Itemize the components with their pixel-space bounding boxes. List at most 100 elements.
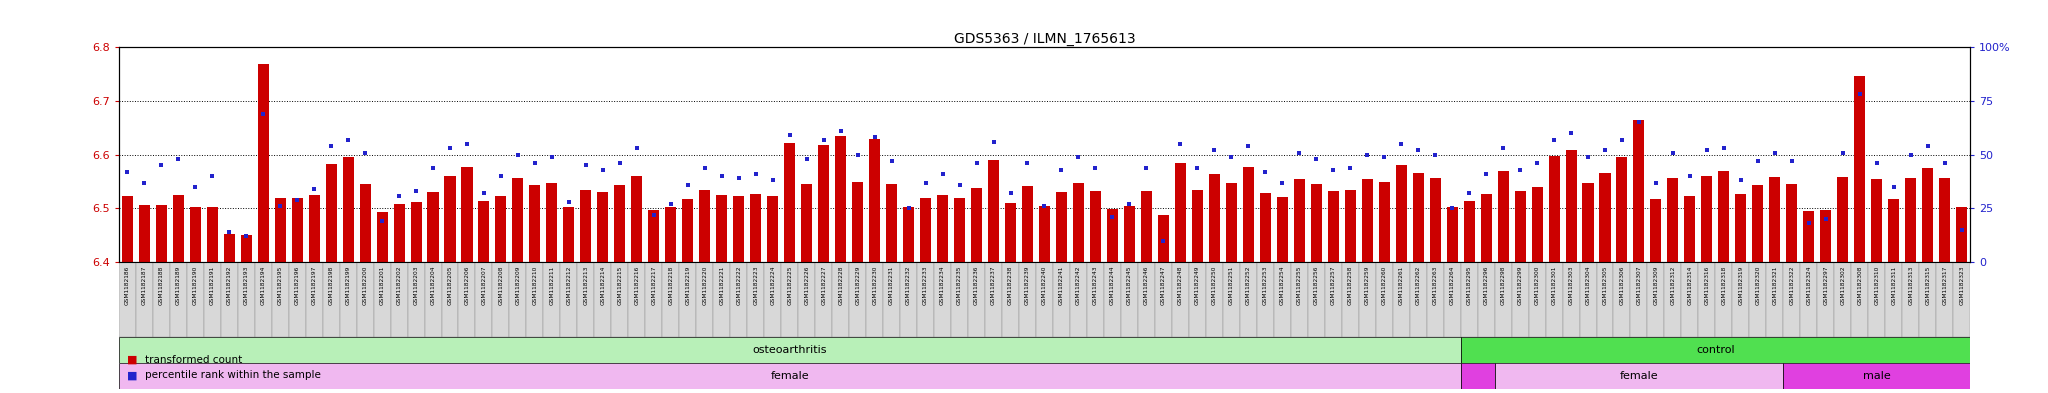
Bar: [309, 195, 319, 262]
Bar: [1290, 262, 1309, 338]
Text: GSM1182244: GSM1182244: [1110, 266, 1114, 305]
Text: GSM1182262: GSM1182262: [1415, 266, 1421, 305]
Text: GSM1182192: GSM1182192: [227, 266, 231, 305]
Point: [485, 173, 518, 179]
Bar: [1260, 193, 1272, 262]
Bar: [377, 212, 387, 262]
Bar: [1546, 262, 1563, 338]
Bar: [1362, 179, 1372, 262]
Bar: [1341, 262, 1358, 338]
Point: [1436, 205, 1468, 211]
Point: [1538, 136, 1571, 143]
Bar: [1427, 262, 1444, 338]
Point: [926, 171, 958, 177]
Point: [1470, 171, 1503, 177]
Bar: [1311, 184, 1321, 262]
Bar: [139, 205, 150, 262]
Text: GSM1182238: GSM1182238: [1008, 266, 1014, 305]
Bar: [938, 195, 948, 262]
Bar: [475, 262, 492, 338]
Bar: [1294, 179, 1305, 262]
Bar: [969, 262, 985, 338]
Bar: [1698, 262, 1716, 338]
Point: [348, 149, 381, 156]
Text: GSM1182203: GSM1182203: [414, 266, 418, 305]
Text: GSM1182251: GSM1182251: [1229, 266, 1233, 305]
Point: [1147, 237, 1180, 244]
Bar: [901, 262, 918, 338]
Bar: [1935, 262, 1954, 338]
Bar: [1903, 262, 1919, 338]
Bar: [1057, 192, 1067, 262]
Point: [672, 182, 705, 188]
Bar: [1378, 182, 1391, 262]
Text: GSM1182305: GSM1182305: [1602, 266, 1608, 305]
Point: [621, 145, 653, 151]
Bar: [1579, 262, 1597, 338]
Text: GSM1182306: GSM1182306: [1620, 266, 1624, 305]
Bar: [1090, 191, 1102, 262]
Point: [807, 136, 840, 143]
Text: GSM1182247: GSM1182247: [1161, 266, 1165, 305]
Bar: [1223, 262, 1239, 338]
Bar: [1038, 206, 1051, 262]
Text: GSM1182216: GSM1182216: [635, 266, 639, 305]
Bar: [903, 208, 913, 262]
Bar: [1464, 201, 1475, 262]
Text: GSM1182295: GSM1182295: [1466, 266, 1473, 305]
Text: GSM1182301: GSM1182301: [1552, 266, 1556, 305]
Point: [774, 132, 807, 138]
Bar: [614, 185, 625, 262]
Bar: [950, 262, 969, 338]
Point: [332, 136, 365, 143]
Point: [416, 164, 449, 171]
Text: GSM1182258: GSM1182258: [1348, 266, 1354, 305]
Bar: [561, 262, 578, 338]
Bar: [1749, 262, 1765, 338]
Bar: [662, 262, 680, 338]
Bar: [1206, 262, 1223, 338]
Point: [1130, 164, 1163, 171]
Point: [791, 156, 823, 162]
Text: osteoarthritis: osteoarthritis: [752, 345, 827, 355]
Bar: [442, 262, 459, 338]
Bar: [203, 262, 221, 338]
Bar: [1257, 262, 1274, 338]
Text: GSM1182186: GSM1182186: [125, 266, 129, 305]
Bar: [1939, 178, 1950, 262]
Text: GSM1182195: GSM1182195: [279, 266, 283, 305]
Text: GSM1182220: GSM1182220: [702, 266, 707, 305]
Text: GSM1182199: GSM1182199: [346, 266, 350, 305]
Point: [1589, 147, 1622, 154]
Bar: [526, 262, 543, 338]
Text: GSM1182211: GSM1182211: [549, 266, 555, 305]
Point: [246, 111, 279, 117]
Point: [553, 199, 586, 205]
Text: transformed count: transformed count: [145, 354, 242, 365]
Bar: [428, 192, 438, 262]
Bar: [135, 262, 154, 338]
Text: GSM1182249: GSM1182249: [1194, 266, 1200, 305]
Text: ■: ■: [127, 354, 137, 365]
Bar: [1327, 191, 1339, 262]
Bar: [1176, 163, 1186, 262]
Bar: [1837, 177, 1847, 262]
Text: GSM1182217: GSM1182217: [651, 266, 655, 305]
Point: [1012, 160, 1044, 166]
Point: [264, 203, 297, 209]
Bar: [1851, 262, 1868, 338]
Bar: [1325, 262, 1341, 338]
Text: GSM1182214: GSM1182214: [600, 266, 606, 305]
Bar: [1460, 363, 1495, 389]
Bar: [1804, 211, 1815, 262]
Bar: [645, 262, 662, 338]
Point: [213, 229, 246, 235]
Bar: [1583, 183, 1593, 262]
Point: [705, 173, 737, 179]
Bar: [1718, 171, 1729, 262]
Bar: [459, 262, 475, 338]
Point: [1384, 141, 1417, 147]
Bar: [680, 262, 696, 338]
Text: GSM1182310: GSM1182310: [1874, 266, 1880, 305]
Bar: [987, 160, 999, 262]
